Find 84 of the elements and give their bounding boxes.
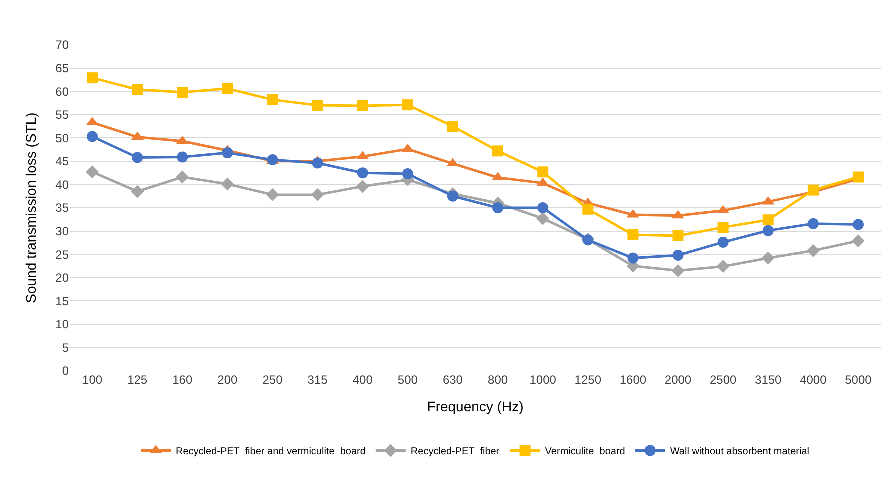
y-tick-label: 45 (56, 154, 70, 169)
point (538, 166, 549, 178)
legend-label: Vermiculite board (545, 446, 626, 458)
point (536, 212, 550, 226)
y-tick-label: 35 (56, 201, 70, 216)
x-tick-label: 250 (262, 373, 284, 387)
point (87, 72, 98, 84)
point (628, 252, 639, 264)
point (492, 146, 504, 157)
point (222, 83, 234, 94)
point (356, 180, 370, 194)
x-tick-label: 4000 (800, 373, 828, 387)
point (806, 244, 820, 258)
y-tick-label: 0 (62, 364, 70, 378)
legend-label: Recycled-PET fiber and vermiculite board (176, 446, 366, 458)
x-tick-label: 400 (352, 373, 374, 387)
point (718, 222, 729, 234)
x-tick-label: 315 (308, 373, 328, 387)
x-tick-label: 200 (218, 373, 238, 387)
x-tick-label: 160 (172, 373, 193, 387)
x-tick-label: 500 (398, 373, 418, 387)
point (447, 121, 458, 132)
point (672, 264, 685, 278)
point (177, 87, 188, 98)
point (852, 234, 865, 248)
x-tick-label: 2000 (664, 373, 692, 387)
point (267, 94, 278, 106)
x-tick-label: 1250 (574, 373, 602, 387)
point (852, 219, 864, 230)
point (357, 100, 368, 112)
y-tick-label: 50 (56, 131, 70, 146)
point (222, 148, 234, 159)
y-tick-label: 25 (56, 248, 70, 262)
point (221, 178, 234, 191)
point (86, 166, 100, 179)
x-tick-label: 800 (488, 373, 508, 387)
x-tick-label: 1600 (620, 373, 647, 387)
point (718, 236, 729, 248)
point (538, 202, 549, 214)
point (762, 225, 774, 236)
point (762, 214, 774, 226)
point (492, 202, 504, 214)
point (357, 168, 368, 179)
y-axis-title: Sound transmission loss (STL) (23, 112, 40, 304)
y-tick-label: 20 (56, 271, 70, 286)
y-tick-label: 10 (56, 318, 70, 332)
point (762, 252, 775, 265)
point (132, 84, 144, 96)
point (672, 250, 684, 261)
point (312, 158, 324, 169)
y-tick-label: 5 (62, 340, 70, 355)
y-tick-label: 60 (56, 84, 70, 99)
x-tick-label: 100 (82, 373, 103, 387)
y-tick-label: 30 (56, 224, 70, 238)
x-tick-label: 2500 (710, 373, 737, 387)
x-axis-title: Frequency (Hz) (427, 398, 524, 414)
point (582, 204, 594, 215)
x-tick-label: 5000 (845, 373, 872, 387)
x-tick-label: 1000 (530, 373, 557, 387)
point (312, 100, 324, 112)
point (672, 230, 684, 242)
point (808, 218, 819, 230)
y-tick-label: 70 (56, 38, 70, 52)
point (132, 152, 144, 164)
point (266, 188, 280, 202)
y-tick-label: 40 (56, 178, 70, 192)
point (311, 188, 324, 202)
point (628, 230, 639, 241)
y-tick-label: 55 (56, 108, 70, 122)
point (176, 170, 190, 184)
x-tick-label: 125 (128, 373, 148, 387)
point (716, 260, 730, 274)
legend-label: Wall without absorbent material (670, 446, 810, 458)
legend-label: Recycled-PET fiber (410, 446, 500, 458)
point (402, 100, 414, 111)
y-tick-label: 65 (56, 61, 70, 76)
point (177, 152, 188, 163)
point (87, 131, 98, 142)
y-tick-label: 15 (56, 294, 70, 308)
point (447, 190, 458, 202)
point (402, 168, 414, 180)
x-tick-label: 630 (442, 373, 464, 387)
point (131, 185, 144, 198)
x-tick-label: 3150 (755, 373, 782, 387)
